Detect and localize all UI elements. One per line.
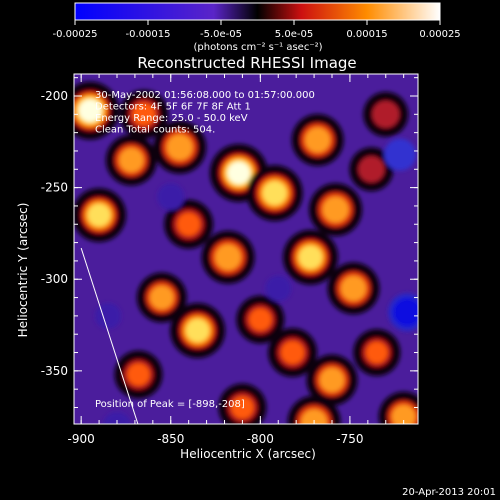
y-tick-label: -300 xyxy=(41,272,68,286)
heatmap-blob xyxy=(215,244,242,271)
x-tick-label: -900 xyxy=(68,432,95,446)
colorbar-unit-label: (photons cm⁻² s⁻¹ asec⁻²) xyxy=(193,42,322,53)
heatmap-blob xyxy=(127,363,150,386)
colorbar-tick-label: 0.00025 xyxy=(419,29,460,40)
colorbar-tick-label: 0.00015 xyxy=(346,29,387,40)
heatmap-blob xyxy=(340,275,367,301)
render-timestamp: 20-Apr-2013 20:01 xyxy=(402,487,496,498)
heatmap-image xyxy=(74,74,418,424)
y-tick-label: -200 xyxy=(41,89,68,103)
heatmap-blob xyxy=(384,138,417,171)
plot-frame xyxy=(73,73,419,425)
peak-position-label: Position of Peak = [-898,-208] xyxy=(95,399,245,410)
annotation-line: Detectors: 4F 5F 6F 7F 8F Att 1 xyxy=(95,102,251,113)
colorbar-ticks: -0.00025 -0.00015 -5.0e-05 5.0e-05 0.00015 0.… xyxy=(53,20,461,40)
heatmap-blob xyxy=(103,411,131,424)
heatmap-blob xyxy=(391,404,416,424)
y-tick-label: -250 xyxy=(41,181,68,195)
solar-limb-line xyxy=(80,247,139,424)
x-tick-label: -800 xyxy=(247,432,274,446)
heatmap-blob xyxy=(119,147,144,173)
chart-title: Reconstructed RHESSI Image xyxy=(137,54,356,72)
colorbar-tick-label: -5.0e-05 xyxy=(200,29,242,40)
heatmap-blob xyxy=(366,341,388,364)
x-axis: -900 -850 -800 -750 xyxy=(68,74,405,446)
heatmap-blob xyxy=(298,245,323,269)
colorbar: -0.00025 -0.00015 -5.0e-05 5.0e-05 0.00015 0.… xyxy=(53,2,461,53)
annotation-line: 30-May-2002 01:56:08.000 to 01:57:00.000 xyxy=(95,90,315,101)
heatmap-blob xyxy=(305,127,331,153)
heatmap-blob xyxy=(95,302,122,329)
heatmap-blob xyxy=(185,318,210,343)
annotation-line: Energy Range: 25.0 - 50.0 keV xyxy=(95,113,248,124)
heatmap-blob xyxy=(166,134,193,161)
heatmap-blob xyxy=(231,396,254,419)
annotation-line: Clean Total counts: 504. xyxy=(95,125,215,136)
heatmap-blob xyxy=(319,367,345,393)
y-axis-label: Heliocentric Y (arcsec) xyxy=(16,203,30,338)
heatmap-blob xyxy=(78,99,102,122)
annotation-block: 30-May-2002 01:56:08.000 to 01:57:00.000… xyxy=(95,90,315,136)
heatmap-blob xyxy=(149,285,174,310)
heatmap-blob xyxy=(132,102,156,126)
heatmap-blob xyxy=(372,100,400,128)
x-axis-label: Heliocentric X (arcsec) xyxy=(180,447,316,461)
colorbar-tick-label: -0.00025 xyxy=(53,29,98,40)
heatmap-blob xyxy=(322,196,349,223)
heatmap-blob xyxy=(393,298,418,327)
heatmap-blob xyxy=(227,161,251,185)
heatmap-blobs xyxy=(74,81,418,424)
heatmap-blob xyxy=(177,212,201,236)
heatmap-blob xyxy=(262,181,287,206)
y-axis: -200 -250 -300 -350 xyxy=(41,77,418,409)
x-tick-label: -750 xyxy=(336,432,363,446)
heatmap-blob xyxy=(281,341,305,365)
heatmap-blob xyxy=(87,203,111,227)
colorbar-tick-label: 5.0e-05 xyxy=(275,29,313,40)
colorbar-tick-label: -0.00015 xyxy=(126,29,171,40)
heatmap-blob xyxy=(358,156,385,183)
y-tick-label: -350 xyxy=(41,364,68,378)
heatmap-blob xyxy=(249,308,272,331)
heatmap-blob xyxy=(265,275,292,302)
x-tick-label: -850 xyxy=(157,432,184,446)
colorbar-gradient xyxy=(74,2,441,21)
heatmap-blob xyxy=(157,183,185,211)
heatmap-blob xyxy=(301,409,328,424)
